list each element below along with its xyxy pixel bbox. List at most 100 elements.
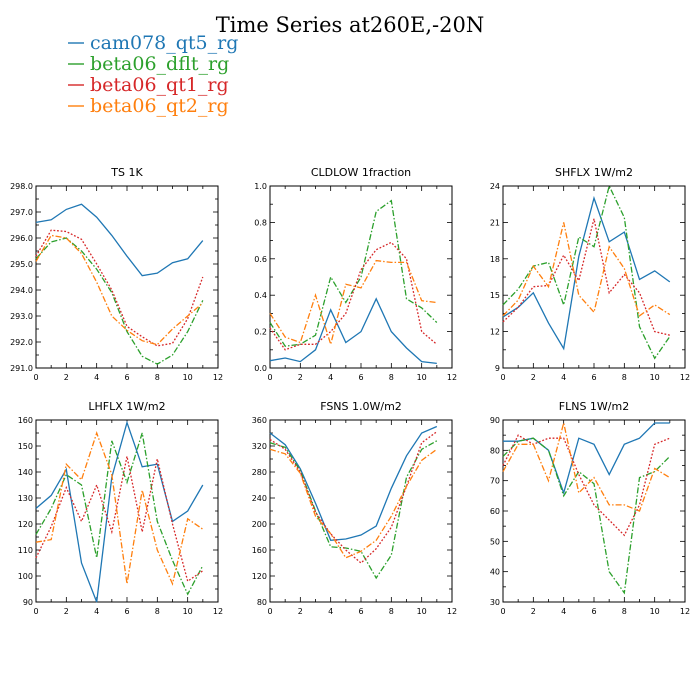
panel-flns: FLNS 1W/m2 30 40 50 60 70 80 90 0 2 4 6 8 10 12 xyxy=(490,400,690,616)
x-tick-label: 6 xyxy=(358,373,363,382)
y-tick-label: 150 xyxy=(18,442,33,451)
series-line-beta06_qt2_rg xyxy=(269,448,438,559)
series-line-beta06_dflt_rg xyxy=(269,199,438,347)
panel-fsns: FSNS 1.0W/m2 80 120 160 200 240 280 320 360 0 2 4 6 8… xyxy=(252,400,457,616)
x-tick-label: 4 xyxy=(94,373,99,382)
panel-cldlow: CLDLOW 1fraction 0.0 0.2 0.4 0.6 0.8 1.0 0 2 4 6 8 1… xyxy=(254,166,457,382)
x-tick-label: 6 xyxy=(591,607,596,616)
legend-entry: beta06_dflt_rg xyxy=(68,53,229,75)
x-tick-label: 10 xyxy=(183,373,193,382)
x-tick-label: 8 xyxy=(622,373,627,382)
y-tick-label: 80 xyxy=(490,446,500,455)
series-line-cam078_qt5_rg xyxy=(269,297,437,365)
series-line-cam078_qt5_rg xyxy=(35,420,204,603)
plot-frame xyxy=(35,185,219,369)
series-line-beta06_qt2_rg xyxy=(269,259,437,347)
y-tick-label: 120 xyxy=(252,572,267,581)
x-tick-label: 0 xyxy=(500,373,505,382)
x-tick-label: 4 xyxy=(561,373,566,382)
legend-label: beta06_qt2_rg xyxy=(90,95,229,117)
series-line-beta06_qt2_rg xyxy=(35,431,204,586)
plot-frame xyxy=(502,419,686,603)
series-line-cam078_qt5_rg xyxy=(35,203,204,277)
panel-grid: TS 1K291.0292.0293.0294.0295.0296.0297.0… xyxy=(10,166,690,616)
x-tick-label: 12 xyxy=(213,373,223,382)
x-tick-label: 2 xyxy=(531,373,536,382)
x-tick-label: 0 xyxy=(33,373,38,382)
series-line-cam078_qt5_rg xyxy=(269,425,438,541)
y-tick-label: 90 xyxy=(23,598,33,607)
y-tick-label: 297.0 xyxy=(10,208,33,217)
x-tick-label: 12 xyxy=(213,607,223,616)
plot-frame xyxy=(35,419,219,603)
x-tick-label: 4 xyxy=(561,607,566,616)
y-tick-label: 0.2 xyxy=(254,328,267,337)
x-tick-label: 12 xyxy=(680,373,690,382)
series-line-beta06_qt1_rg xyxy=(269,241,438,351)
y-tick-label: 18 xyxy=(490,255,500,264)
y-tick-label: 50 xyxy=(490,537,500,546)
series-line-beta06_qt2_rg xyxy=(502,422,671,512)
x-tick-label: 10 xyxy=(650,373,660,382)
panel-lhflx: LHFLX 1W/m2 90 100 110 120 130 140 150 160 0 2 4 6 8 1… xyxy=(18,400,223,616)
x-tick-label: 2 xyxy=(298,607,303,616)
x-tick-label: 12 xyxy=(680,607,690,616)
y-tick-label: 320 xyxy=(252,442,267,451)
y-tick-label: 296.0 xyxy=(10,234,33,243)
y-tick-label: 293.0 xyxy=(10,312,33,321)
y-tick-label: 294.0 xyxy=(10,286,33,295)
y-tick-label: 9 xyxy=(495,364,500,373)
series-line-beta06_qt2_rg xyxy=(35,234,204,346)
series-line-beta06_dflt_rg xyxy=(502,437,671,595)
x-tick-label: 6 xyxy=(591,373,596,382)
x-tick-label: 2 xyxy=(298,373,303,382)
legend-label: beta06_qt1_rg xyxy=(90,74,229,96)
x-tick-label: 10 xyxy=(183,607,193,616)
legend-entry: beta06_qt1_rg xyxy=(68,74,229,96)
series-line-beta06_qt2_rg xyxy=(502,222,671,317)
legend-entry: cam078_qt5_rg xyxy=(68,32,238,54)
series-line-cam078_qt5_rg xyxy=(502,195,671,351)
legend-label: cam078_qt5_rg xyxy=(90,32,238,54)
y-tick-label: 120 xyxy=(18,520,33,529)
x-tick-label: 4 xyxy=(328,373,333,382)
y-tick-label: 0.0 xyxy=(254,364,267,373)
y-tick-label: 60 xyxy=(490,507,500,516)
y-tick-label: 291.0 xyxy=(10,364,33,373)
panel-ts: TS 1K 291.0 292.0 293.0 294.0 295.0 296.0 297.0… xyxy=(10,166,223,382)
y-tick-label: 40 xyxy=(490,568,500,577)
x-tick-label: 10 xyxy=(417,607,427,616)
figure-title: Time Series at260E,-20N xyxy=(216,13,484,37)
y-tick-label: 200 xyxy=(252,520,267,529)
panel-title: TS 1K xyxy=(110,166,143,179)
series-line-beta06_dflt_rg xyxy=(502,184,671,360)
x-tick-label: 2 xyxy=(531,607,536,616)
legend-entry: beta06_qt2_rg xyxy=(68,95,229,117)
x-tick-label: 0 xyxy=(33,607,38,616)
plot-frame xyxy=(502,185,686,369)
x-tick-label: 0 xyxy=(267,607,272,616)
y-tick-label: 240 xyxy=(252,494,267,503)
y-tick-label: 160 xyxy=(252,546,267,555)
series-line-beta06_qt1_rg xyxy=(269,431,438,564)
x-tick-label: 8 xyxy=(155,607,160,616)
y-tick-label: 90 xyxy=(490,416,500,425)
series-line-beta06_dflt_rg xyxy=(35,237,204,365)
y-tick-label: 160 xyxy=(18,416,33,425)
y-tick-label: 21 xyxy=(490,218,500,227)
y-tick-label: 70 xyxy=(490,477,500,486)
x-tick-label: 6 xyxy=(124,607,129,616)
x-tick-label: 2 xyxy=(64,373,69,382)
panel-title: FLNS 1W/m2 xyxy=(559,400,629,413)
y-tick-label: 24 xyxy=(490,182,500,191)
x-tick-label: 10 xyxy=(650,607,660,616)
y-tick-label: 0.4 xyxy=(254,291,267,300)
x-tick-label: 6 xyxy=(124,373,129,382)
y-tick-label: 1.0 xyxy=(254,182,267,191)
x-tick-label: 6 xyxy=(358,607,363,616)
x-tick-label: 8 xyxy=(389,373,394,382)
legend: cam078_qt5_rgbeta06_dflt_rgbeta06_qt1_rg… xyxy=(68,32,238,117)
panel-title: FSNS 1.0W/m2 xyxy=(320,400,402,413)
